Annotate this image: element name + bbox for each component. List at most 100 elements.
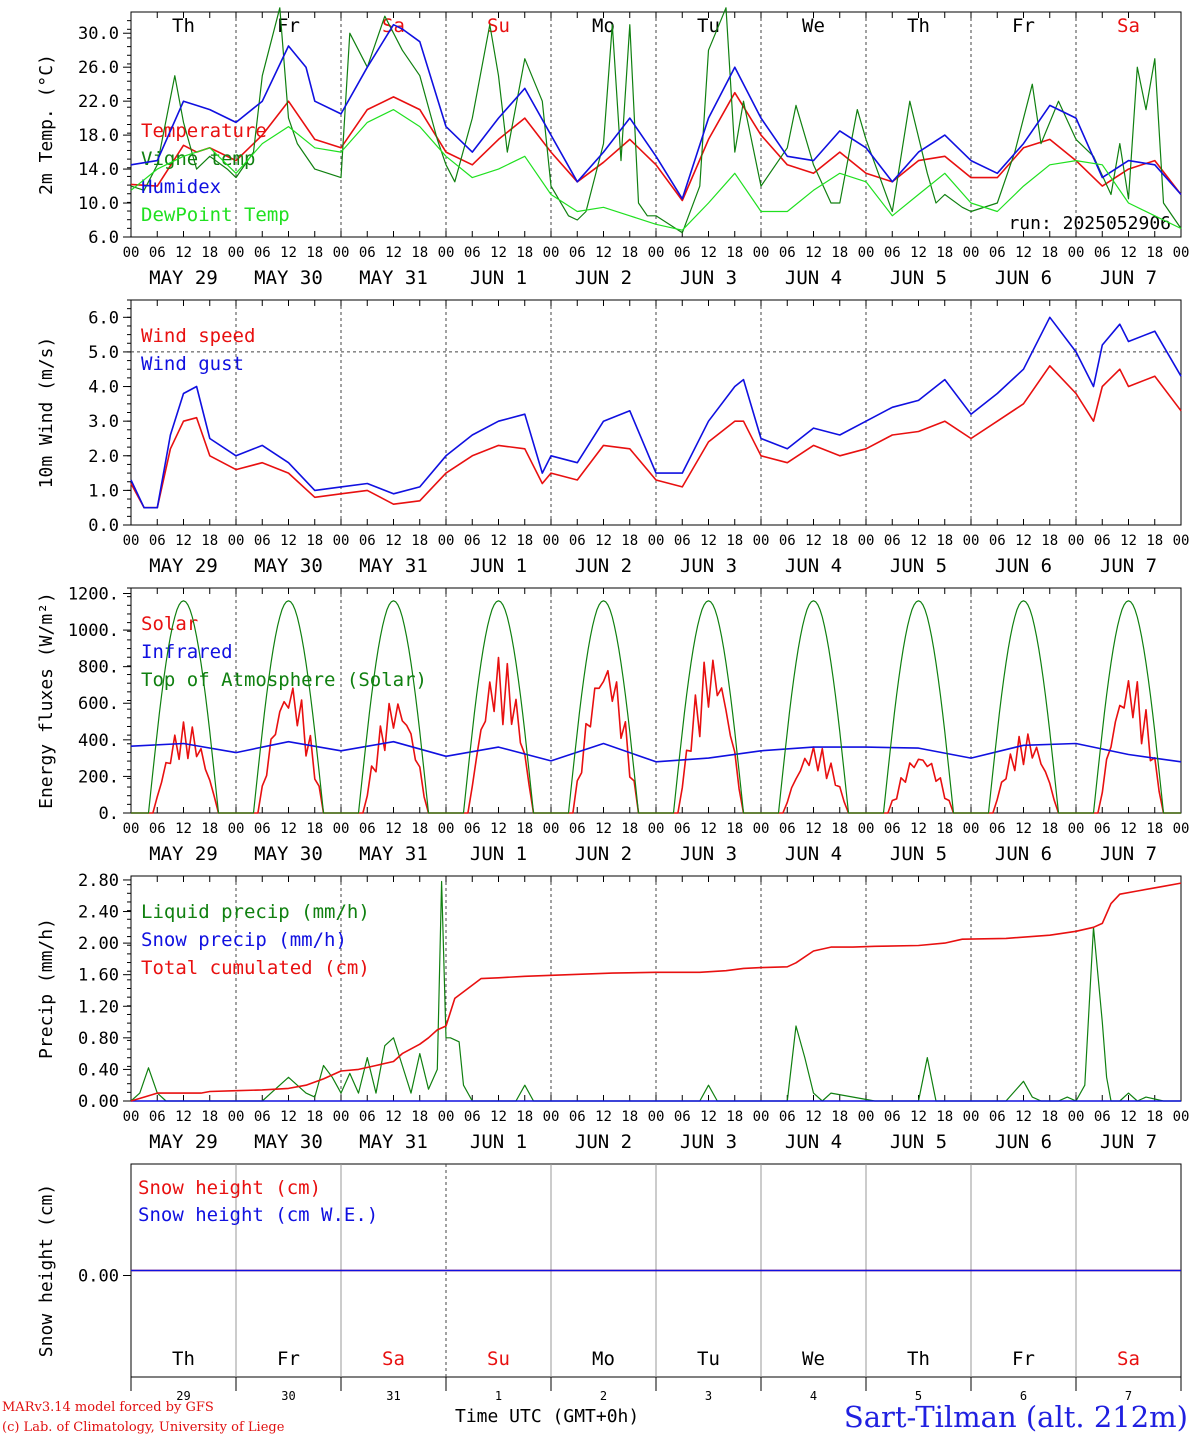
x-tick-label: 06 — [359, 1109, 376, 1125]
x-tick-label: 06 — [989, 1109, 1006, 1125]
x-tick-label: 00 — [753, 533, 770, 549]
x-tick-label: 18 — [1041, 245, 1058, 261]
x-tick-label: 06 — [989, 821, 1006, 837]
date-label: JUN 1 — [470, 1131, 527, 1153]
y-tick-label: 18.0 — [78, 126, 119, 146]
date-label: JUN 3 — [680, 267, 737, 289]
x-tick-label: 12 — [490, 1109, 507, 1125]
y-tick-label: 2.0 — [88, 447, 119, 467]
date-number: 7 — [1125, 1389, 1132, 1400]
x-tick-label: 00 — [1068, 1109, 1085, 1125]
x-tick-label: 18 — [201, 821, 218, 837]
x-tick-label: 18 — [726, 1109, 743, 1125]
x-tick-label: 06 — [359, 245, 376, 261]
date-number: 4 — [810, 1389, 817, 1400]
x-tick-label: 06 — [884, 245, 901, 261]
x-tick-label: 12 — [490, 533, 507, 549]
panel-3: 0. 200. 400. 600. 800. 1000. 1200. Energy fluxe… — [36, 584, 1189, 865]
legend-entry: Liquid precip (mm/h) — [141, 901, 370, 923]
x-tick-label: 12 — [280, 1109, 297, 1125]
x-tick-label: 18 — [726, 821, 743, 837]
y-tick-label: 2.00 — [78, 934, 119, 954]
date-number: 5 — [915, 1389, 922, 1400]
date-label: JUN 3 — [680, 843, 737, 865]
x-tick-label: 06 — [149, 245, 166, 261]
date-label: JUN 6 — [995, 843, 1052, 865]
x-tick-label: 00 — [1173, 821, 1190, 837]
y-axis-title: Energy fluxes (W/m²) — [36, 592, 57, 809]
x-tick-label: 18 — [1146, 245, 1163, 261]
x-tick-label: 18 — [1146, 821, 1163, 837]
x-tick-label: 18 — [831, 533, 848, 549]
x-tick-label: 06 — [674, 1109, 691, 1125]
x-tick-label: 06 — [989, 245, 1006, 261]
x-tick-label: 18 — [621, 245, 638, 261]
x-axis-title: Time UTC (GMT+0h) — [455, 1406, 640, 1427]
weekday-label: We — [802, 1348, 825, 1370]
x-tick-label: 00 — [228, 533, 245, 549]
date-label: JUN 2 — [575, 267, 632, 289]
x-tick-label: 12 — [910, 1109, 927, 1125]
x-tick-label: 00 — [438, 821, 455, 837]
y-tick-label: 10.0 — [78, 194, 119, 214]
y-tick-label: 400. — [78, 731, 119, 751]
x-tick-label: 06 — [149, 1109, 166, 1125]
legend-entry: Temperature — [141, 120, 267, 142]
date-label: JUN 3 — [680, 1131, 737, 1153]
x-tick-label: 06 — [569, 821, 586, 837]
x-tick-label: 00 — [1068, 245, 1085, 261]
legend-entry: Snow height (cm W.E.) — [138, 1204, 378, 1226]
x-tick-label: 12 — [805, 533, 822, 549]
x-tick-label: 12 — [175, 821, 192, 837]
x-tick-label: 12 — [1120, 533, 1137, 549]
x-tick-label: 12 — [910, 821, 927, 837]
x-tick-label: 18 — [831, 245, 848, 261]
x-tick-label: 18 — [621, 1109, 638, 1125]
panel-4: 0.00 0.40 0.80 1.20 1.60 2.00 2.40 2.80 Precip (… — [36, 871, 1189, 1153]
x-tick-label: 00 — [123, 1109, 140, 1125]
x-tick-label: 18 — [621, 533, 638, 549]
x-tick-label: 12 — [1015, 821, 1032, 837]
y-tick-label: 22.0 — [78, 92, 119, 112]
legend-entry: Total cumulated (cm) — [141, 957, 370, 979]
legend-entry: Solar — [141, 613, 198, 635]
y-tick-label: 0.0 — [88, 516, 119, 536]
date-label: MAY 30 — [254, 843, 323, 865]
date-label: JUN 7 — [1100, 555, 1157, 577]
x-tick-label: 06 — [254, 245, 271, 261]
y-tick-label: 0.00 — [78, 1267, 119, 1287]
x-tick-label: 00 — [963, 533, 980, 549]
x-tick-label: 06 — [674, 533, 691, 549]
x-tick-label: 06 — [884, 821, 901, 837]
plot-frame — [130, 587, 1182, 814]
legend-entry: Top of Atmosphere (Solar) — [141, 669, 427, 691]
y-tick-label: 5.0 — [88, 343, 119, 363]
x-tick-label: 12 — [385, 533, 402, 549]
x-tick-label: 06 — [569, 533, 586, 549]
x-tick-label: 12 — [175, 1109, 192, 1125]
x-tick-label: 18 — [516, 533, 533, 549]
x-tick-label: 00 — [438, 1109, 455, 1125]
y-tick-label: 200. — [78, 767, 119, 787]
y-tick-label: 1.0 — [88, 481, 119, 501]
x-tick-label: 18 — [726, 533, 743, 549]
y-tick-label: 600. — [78, 694, 119, 714]
x-tick-label: 18 — [1041, 533, 1058, 549]
y-tick-label: 800. — [78, 658, 119, 678]
x-tick-label: 00 — [543, 533, 560, 549]
x-tick-label: 18 — [831, 1109, 848, 1125]
x-tick-label: 06 — [779, 821, 796, 837]
x-tick-label: 00 — [438, 533, 455, 549]
date-label: JUN 5 — [890, 1131, 947, 1153]
x-tick-label: 12 — [910, 245, 927, 261]
x-tick-label: 00 — [648, 1109, 665, 1125]
legend-entry: Humidex — [141, 176, 221, 198]
x-tick-label: 12 — [700, 1109, 717, 1125]
x-tick-label: 12 — [1015, 533, 1032, 549]
x-tick-label: 18 — [516, 1109, 533, 1125]
series-line-dewpoint-temp — [130, 109, 1182, 231]
x-tick-label: 18 — [201, 245, 218, 261]
site-name: Sart-Tilman (alt. 212m) — [843, 1400, 1188, 1434]
date-label: JUN 5 — [890, 555, 947, 577]
run-label: run: 2025052906 — [1008, 213, 1171, 234]
